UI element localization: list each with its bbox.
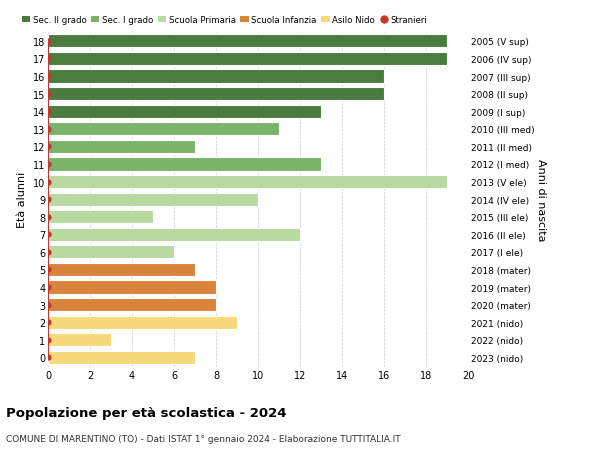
Bar: [48, 246, 174, 259]
Y-axis label: Età alunni: Età alunni: [17, 172, 27, 228]
Bar: [48, 351, 195, 364]
Bar: [48, 106, 321, 118]
Bar: [48, 193, 258, 206]
Bar: [48, 88, 384, 101]
Bar: [48, 281, 216, 294]
Bar: [48, 211, 153, 224]
Bar: [48, 123, 279, 136]
Bar: [48, 140, 195, 154]
Bar: [48, 298, 216, 312]
Bar: [48, 316, 237, 329]
Bar: [48, 70, 384, 84]
Y-axis label: Anni di nascita: Anni di nascita: [536, 158, 545, 241]
Text: COMUNE DI MARENTINO (TO) - Dati ISTAT 1° gennaio 2024 - Elaborazione TUTTITALIA.: COMUNE DI MARENTINO (TO) - Dati ISTAT 1°…: [6, 434, 401, 443]
Legend: Sec. II grado, Sec. I grado, Scuola Primaria, Scuola Infanzia, Asilo Nido, Stran: Sec. II grado, Sec. I grado, Scuola Prim…: [22, 16, 427, 24]
Bar: [48, 333, 111, 347]
Bar: [48, 158, 321, 171]
Bar: [48, 35, 447, 48]
Bar: [48, 53, 447, 66]
Bar: [48, 228, 300, 241]
Bar: [48, 263, 195, 276]
Bar: [48, 175, 447, 189]
Text: Popolazione per età scolastica - 2024: Popolazione per età scolastica - 2024: [6, 406, 287, 419]
